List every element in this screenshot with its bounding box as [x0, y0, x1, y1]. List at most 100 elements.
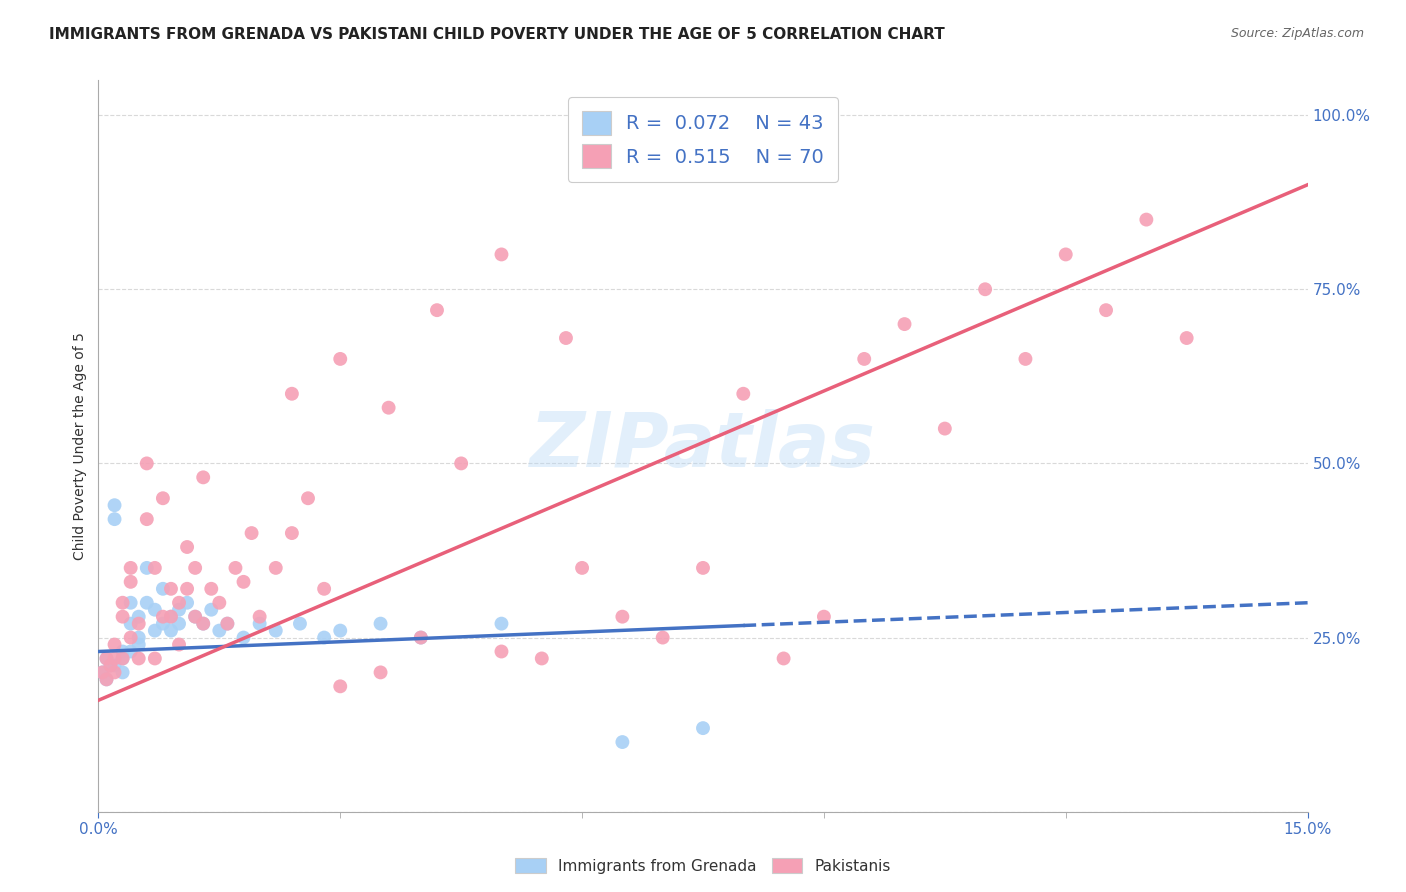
- Point: [208, 596, 231, 610]
- Point: [281, 386, 304, 401]
- Point: [200, 582, 222, 596]
- Point: [370, 665, 392, 680]
- Point: [409, 631, 432, 645]
- Point: [612, 735, 634, 749]
- Point: [160, 609, 183, 624]
- Point: [772, 651, 794, 665]
- Point: [571, 561, 593, 575]
- Point: [208, 624, 231, 638]
- Point: [96, 651, 118, 665]
- Point: [96, 651, 118, 665]
- Point: [167, 616, 190, 631]
- Point: [217, 616, 239, 631]
- Point: [264, 624, 287, 638]
- Point: [612, 609, 634, 624]
- Point: [329, 624, 352, 638]
- Point: [288, 616, 311, 631]
- Point: [103, 638, 125, 652]
- Point: [200, 603, 222, 617]
- Point: [103, 512, 125, 526]
- Point: [232, 574, 254, 589]
- Point: [530, 651, 553, 665]
- Point: [853, 351, 876, 366]
- Point: [184, 609, 207, 624]
- Point: [120, 616, 142, 631]
- Point: [143, 624, 166, 638]
- Point: [135, 561, 157, 575]
- Point: [450, 457, 472, 471]
- Point: [103, 651, 125, 665]
- Legend: Immigrants from Grenada, Pakistanis: Immigrants from Grenada, Pakistanis: [509, 852, 897, 880]
- Point: [193, 616, 215, 631]
- Point: [491, 247, 513, 261]
- Point: [111, 596, 134, 610]
- Point: [96, 673, 118, 687]
- Point: [91, 665, 114, 680]
- Point: [974, 282, 997, 296]
- Point: [733, 386, 755, 401]
- Text: IMMIGRANTS FROM GRENADA VS PAKISTANI CHILD POVERTY UNDER THE AGE OF 5 CORRELATIO: IMMIGRANTS FROM GRENADA VS PAKISTANI CHI…: [49, 27, 945, 42]
- Point: [160, 624, 183, 638]
- Point: [281, 526, 304, 541]
- Point: [370, 616, 392, 631]
- Point: [160, 609, 183, 624]
- Point: [120, 644, 142, 658]
- Point: [128, 651, 150, 665]
- Point: [120, 596, 142, 610]
- Point: [103, 665, 125, 680]
- Point: [120, 561, 142, 575]
- Point: [240, 526, 263, 541]
- Y-axis label: Child Poverty Under the Age of 5: Child Poverty Under the Age of 5: [73, 332, 87, 560]
- Point: [111, 644, 134, 658]
- Point: [176, 582, 198, 596]
- Point: [249, 609, 271, 624]
- Point: [692, 561, 714, 575]
- Point: [1175, 331, 1198, 345]
- Point: [167, 603, 190, 617]
- Point: [111, 651, 134, 665]
- Point: [91, 665, 114, 680]
- Point: [143, 561, 166, 575]
- Point: [100, 658, 122, 673]
- Point: [111, 609, 134, 624]
- Point: [167, 596, 190, 610]
- Point: [96, 673, 118, 687]
- Point: [426, 303, 449, 318]
- Point: [135, 457, 157, 471]
- Point: [1014, 351, 1036, 366]
- Point: [692, 721, 714, 735]
- Point: [555, 331, 578, 345]
- Point: [249, 616, 271, 631]
- Point: [176, 596, 198, 610]
- Point: [120, 631, 142, 645]
- Point: [329, 351, 352, 366]
- Point: [135, 512, 157, 526]
- Point: [100, 658, 122, 673]
- Point: [128, 638, 150, 652]
- Point: [184, 609, 207, 624]
- Point: [329, 679, 352, 693]
- Point: [103, 658, 125, 673]
- Point: [232, 631, 254, 645]
- Point: [314, 631, 336, 645]
- Point: [103, 498, 125, 512]
- Point: [264, 561, 287, 575]
- Point: [152, 616, 174, 631]
- Point: [934, 421, 956, 435]
- Point: [193, 470, 215, 484]
- Point: [128, 609, 150, 624]
- Point: [120, 574, 142, 589]
- Point: [152, 582, 174, 596]
- Point: [217, 616, 239, 631]
- Point: [813, 609, 835, 624]
- Point: [143, 651, 166, 665]
- Point: [297, 491, 319, 506]
- Point: [409, 631, 432, 645]
- Text: ZIPatlas: ZIPatlas: [530, 409, 876, 483]
- Point: [143, 603, 166, 617]
- Point: [651, 631, 673, 645]
- Point: [128, 631, 150, 645]
- Point: [184, 561, 207, 575]
- Text: Source: ZipAtlas.com: Source: ZipAtlas.com: [1230, 27, 1364, 40]
- Point: [111, 651, 134, 665]
